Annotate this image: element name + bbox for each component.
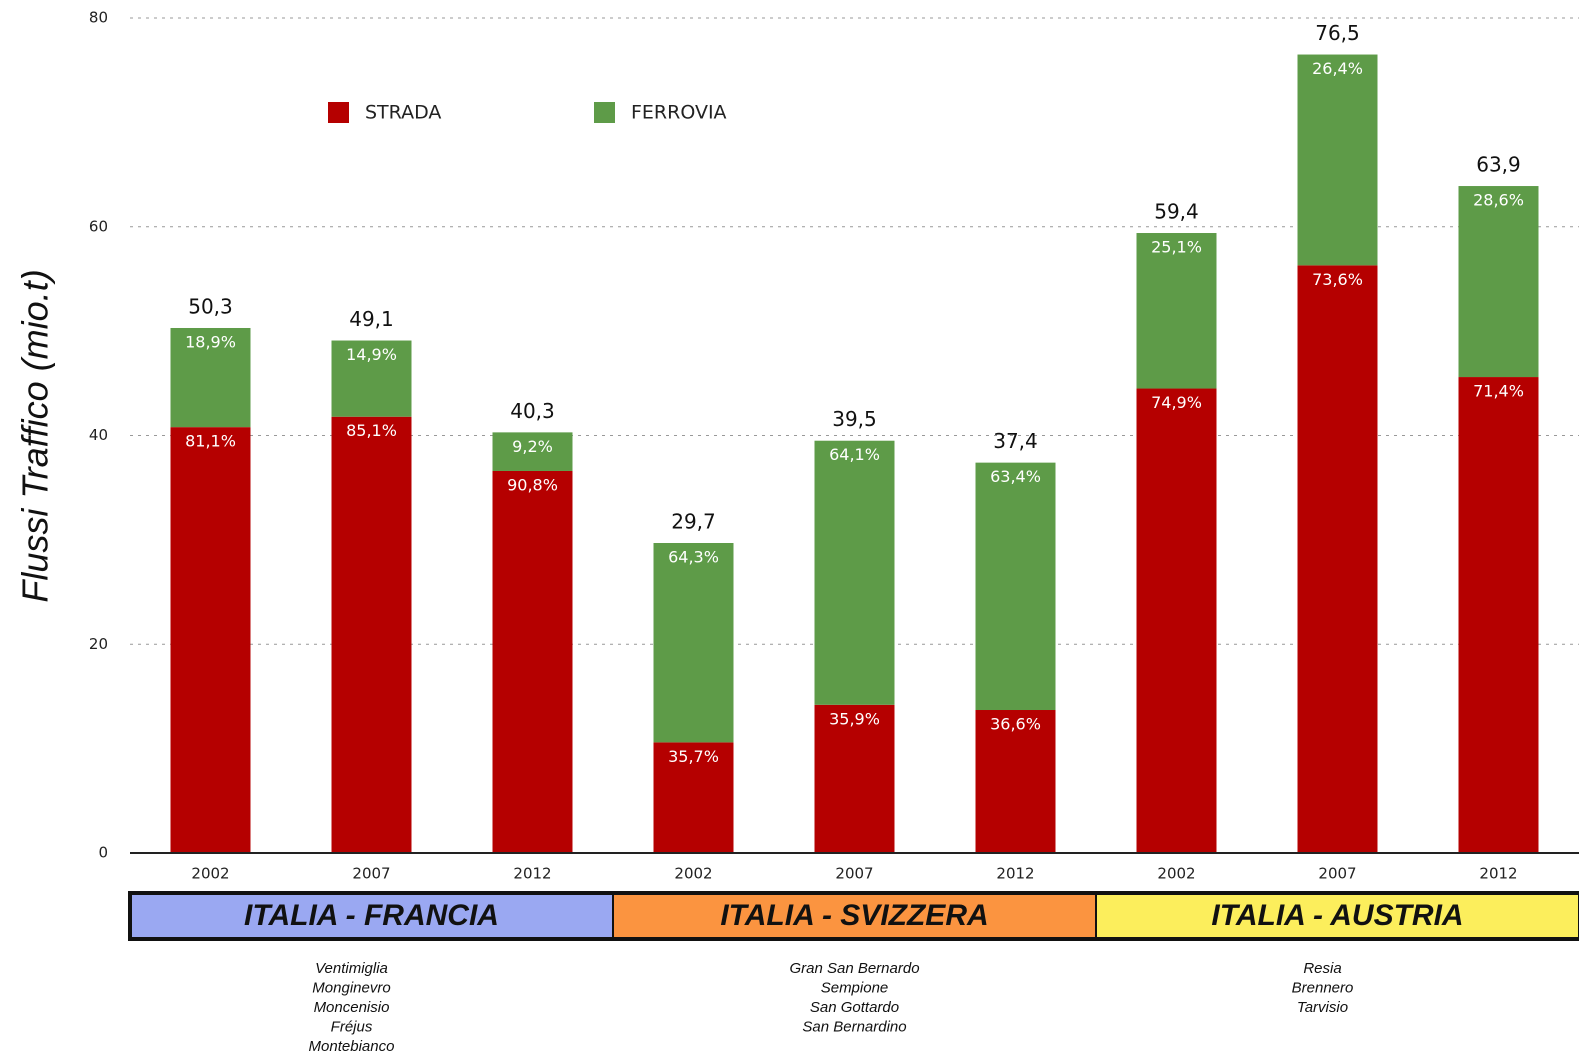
bar-segment — [331, 416, 412, 853]
legend-label: FERROVIA — [631, 102, 727, 124]
share-label: 35,9% — [829, 709, 880, 728]
y-tick-label: 60 — [89, 217, 108, 235]
y-tick-label: 40 — [89, 426, 108, 444]
y-tick-label: 20 — [89, 635, 108, 653]
group-band — [129, 893, 614, 939]
bar-segment — [653, 742, 734, 853]
x-tick-label: 2007 — [1318, 865, 1356, 883]
crossing-label: San Gottardo — [810, 999, 899, 1016]
share-label: 18,9% — [185, 332, 236, 351]
group-label: ITALIA - AUSTRIA — [1211, 899, 1463, 932]
x-tick-label: 2002 — [191, 865, 229, 883]
share-label: 85,1% — [346, 421, 397, 440]
share-label: 64,1% — [829, 445, 880, 464]
crossing-label: San Bernardino — [802, 1018, 906, 1035]
group-band — [1095, 893, 1579, 939]
crossing-label: Resia — [1303, 960, 1341, 977]
bar-segment — [492, 432, 573, 471]
share-label: 73,6% — [1312, 270, 1363, 289]
crossing-label: Ventimiglia — [315, 960, 388, 977]
x-tick-label: 2002 — [674, 865, 712, 883]
crossing-label: Montebianco — [309, 1038, 395, 1055]
y-axis-label: Flussi Traffico (mio.t) — [15, 269, 56, 602]
bar-segment — [1458, 186, 1539, 378]
crossing-label: Moncenisio — [314, 999, 390, 1016]
x-tick-label: 2007 — [352, 865, 390, 883]
total-label: 37,4 — [993, 429, 1038, 453]
legend-swatch — [594, 102, 615, 123]
total-label: 63,9 — [1476, 153, 1521, 177]
bar-segment — [1136, 388, 1217, 853]
bar-segment — [975, 462, 1056, 711]
share-label: 90,8% — [507, 475, 558, 494]
bar-segment — [1458, 377, 1539, 853]
group-band — [612, 893, 1097, 939]
x-tick-label: 2012 — [996, 865, 1034, 883]
y-tick-label: 0 — [98, 844, 108, 862]
crossing-label: Tarvisio — [1297, 999, 1348, 1016]
share-label: 9,2% — [512, 437, 553, 456]
share-label: 81,1% — [185, 432, 236, 451]
bar-segment — [1297, 265, 1378, 853]
bar-segment — [653, 543, 734, 743]
total-label: 40,3 — [510, 399, 555, 423]
crossing-label: Brennero — [1292, 979, 1354, 996]
share-label: 28,6% — [1473, 191, 1524, 210]
x-tick-label: 2002 — [1157, 865, 1195, 883]
share-label: 25,1% — [1151, 238, 1202, 257]
crossing-label: Gran San Bernardo — [789, 960, 919, 977]
total-label: 39,5 — [832, 407, 877, 431]
share-label: 36,6% — [990, 715, 1041, 734]
group-label: ITALIA - SVIZZERA — [720, 899, 988, 932]
share-label: 64,3% — [668, 548, 719, 567]
crossing-label: Sempione — [821, 979, 889, 996]
bar-segment — [814, 704, 895, 853]
group-frame — [128, 891, 1579, 941]
bar-segment — [331, 340, 412, 417]
bar-segment — [170, 327, 251, 428]
share-label: 14,9% — [346, 345, 397, 364]
crossing-label: Fréjus — [331, 1018, 373, 1035]
group-label: ITALIA - FRANCIA — [244, 899, 499, 932]
x-tick-label: 2007 — [835, 865, 873, 883]
y-tick-label: 80 — [89, 9, 108, 27]
total-label: 29,7 — [671, 510, 716, 534]
bar-segment — [814, 440, 895, 705]
bar-segment — [1136, 233, 1217, 389]
total-label: 59,4 — [1154, 200, 1199, 224]
total-label: 76,5 — [1315, 21, 1360, 45]
total-label: 50,3 — [188, 294, 233, 318]
share-label: 74,9% — [1151, 393, 1202, 412]
share-label: 35,7% — [668, 747, 719, 766]
legend-swatch — [328, 102, 349, 123]
share-label: 71,4% — [1473, 382, 1524, 401]
crossing-label: Monginevro — [312, 979, 390, 996]
bar-segment — [170, 427, 251, 853]
total-label: 49,1 — [349, 307, 394, 331]
x-tick-label: 2012 — [513, 865, 551, 883]
bar-segment — [492, 470, 573, 853]
x-tick-label: 2012 — [1479, 865, 1517, 883]
bar-segment — [975, 710, 1056, 853]
share-label: 63,4% — [990, 467, 1041, 486]
legend-label: STRADA — [365, 102, 441, 124]
share-label: 26,4% — [1312, 59, 1363, 78]
bar-segment — [1297, 54, 1378, 266]
